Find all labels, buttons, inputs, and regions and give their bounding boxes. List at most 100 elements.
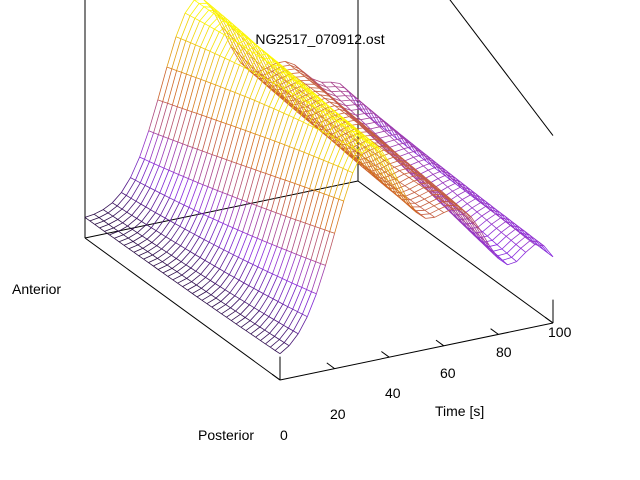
mesh-line [218,23,229,33]
mesh-line [304,156,315,188]
mesh-line [228,257,239,275]
mesh-line [319,94,326,99]
mesh-line [172,274,183,281]
mesh-line [248,69,255,73]
mesh-line [218,220,224,224]
mesh-line [189,3,200,16]
mesh-line [269,110,280,140]
mesh-line [340,116,350,134]
mesh-line [452,199,463,207]
mesh-line [471,194,481,198]
mesh-line [296,257,307,286]
mesh-line [153,136,164,164]
mesh-line [238,38,248,44]
mesh-line [248,49,254,54]
mesh-line [219,252,229,270]
mesh-line [201,287,207,292]
mesh-line [144,158,150,162]
mesh-line [285,215,291,219]
mesh-line [208,190,218,217]
mesh-line [305,190,315,224]
mesh-line [481,215,487,221]
mesh-line [228,229,239,253]
mesh-line [255,133,261,137]
mesh-line [194,6,205,19]
x-tick-mark [381,351,390,358]
mesh-line [216,310,222,315]
x-tick-mark [271,373,281,381]
mesh-line [209,31,220,52]
mesh-line [307,108,318,125]
mesh-line [330,108,340,113]
mesh-line [216,119,222,123]
mesh-line [505,228,516,237]
mesh-line [309,191,320,225]
mesh-line [308,124,314,128]
mesh-line [166,264,173,269]
mesh-line [384,139,395,144]
mesh-line [149,134,159,162]
mesh-line [208,216,214,220]
mesh-line [447,204,454,210]
mesh-line [176,258,182,263]
mesh-line [301,259,312,288]
mesh-line [387,146,394,152]
mesh-line [206,116,212,119]
mesh-line [234,67,245,93]
mesh-line [156,245,162,250]
mesh-line [413,156,419,162]
mesh-line [255,336,261,341]
mesh-line [393,156,403,160]
mesh-line [204,239,210,243]
mesh-line [244,72,255,97]
mesh-line [281,217,292,249]
mesh-line [279,115,290,144]
mesh-line [506,252,512,258]
mesh-line [162,261,168,266]
mesh-line [225,92,236,124]
mesh-line [347,150,358,171]
mesh-line [323,164,334,195]
mesh-line [411,166,422,180]
mesh-line [524,236,531,242]
mesh-line [338,141,348,155]
mesh-line [279,339,285,343]
mesh-line [383,142,389,148]
mesh-line [147,251,153,256]
mesh-line [320,263,326,266]
mesh-line [278,90,289,112]
mesh-line [284,144,290,147]
mesh-line [328,161,334,165]
mesh-line [147,245,158,252]
mesh-line [393,176,403,195]
mesh-line [302,313,308,318]
mesh-line [384,130,390,136]
mesh-line [269,322,280,334]
mesh-line [287,75,293,80]
mesh-line [371,168,381,172]
mesh-line [259,102,265,105]
mesh-line [231,128,242,162]
mesh-line [361,137,371,141]
mesh-line [212,157,223,189]
mesh-line [235,41,246,61]
mesh-line [501,240,512,250]
mesh-line [175,12,186,37]
mesh-line [153,261,163,267]
mesh-line [278,85,284,89]
mesh-line [271,214,282,245]
mesh-line [220,60,230,87]
mesh-line [344,87,350,93]
mesh-line [342,147,353,169]
mesh-line [398,141,409,145]
mesh-line [116,195,127,207]
mesh-line [249,290,259,306]
mesh-line [248,266,259,286]
mesh-line [194,233,200,238]
mesh-line [214,53,221,57]
mesh-line [363,103,373,121]
mesh-line [221,121,227,124]
mesh-line [196,113,202,116]
mesh-line [166,251,172,256]
mesh-line [185,18,196,41]
